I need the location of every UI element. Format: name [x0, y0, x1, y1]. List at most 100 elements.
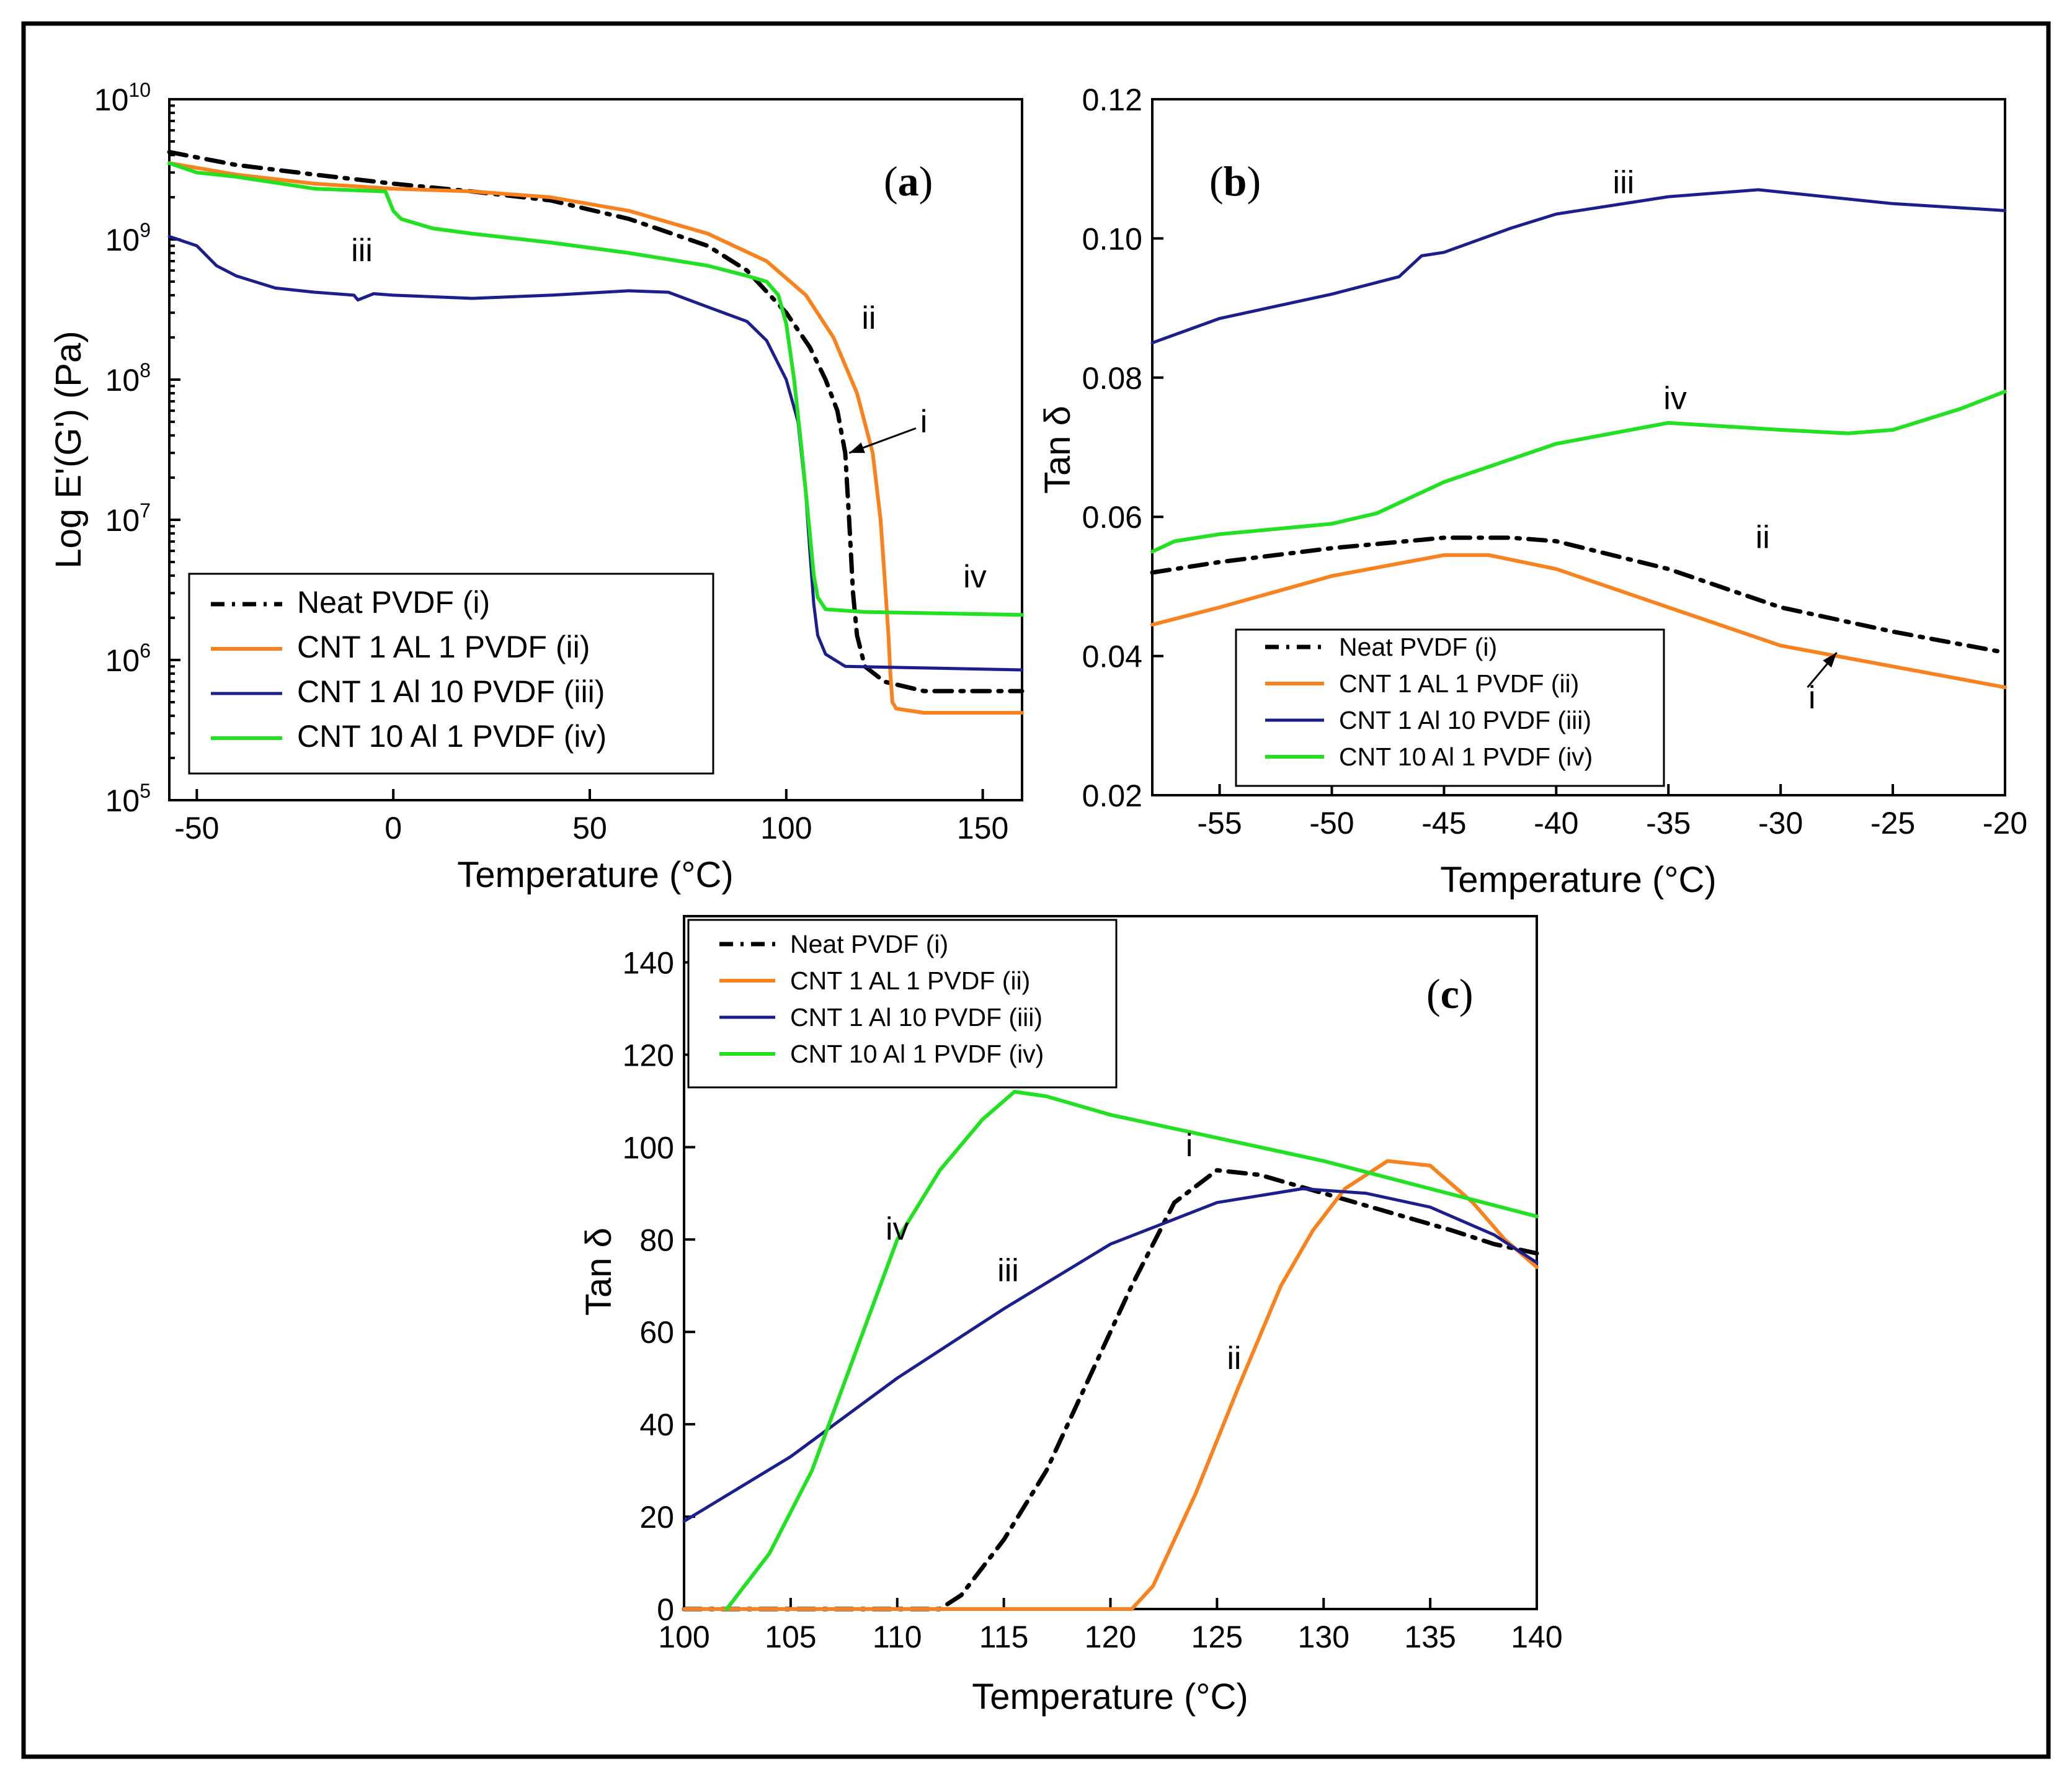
series-group-c	[682, 1090, 1539, 1612]
y-tick-label: 106	[105, 640, 151, 678]
legend-label: CNT 1 Al 10 PVDF (iii)	[1339, 706, 1591, 734]
series-line-cnt1al1	[167, 161, 1024, 715]
legend-label: Neat PVDF (i)	[790, 930, 948, 958]
legend-label: CNT 10 Al 1 PVDF (iv)	[790, 1040, 1044, 1068]
curve-label: ii	[1756, 520, 1770, 556]
x-tick-label: 110	[873, 1620, 922, 1654]
x-tick-label: -45	[1421, 806, 1466, 840]
series-line-cnt1al1	[682, 1159, 1539, 1611]
curve-label: iii	[351, 233, 373, 269]
y-tick-label: 100	[623, 1130, 674, 1165]
y-tick-label: 0.10	[1082, 221, 1142, 256]
curve-label: iii	[997, 1252, 1019, 1288]
series-line-cnt10al1	[167, 161, 1024, 617]
x-tick-label: -35	[1646, 806, 1691, 840]
legend-entries-b: Neat PVDF (i) CNT 1 AL 1 PVDF (ii) CNT 1 A…	[1265, 633, 1593, 771]
plot-frame-b	[1151, 98, 2006, 796]
axes-a: -50 0 50 100 150 105 106 107 108 109 1010	[94, 79, 1009, 845]
x-tick-label: 105	[765, 1620, 816, 1654]
series-line-neat	[167, 149, 1025, 693]
curve-label: iv	[963, 559, 987, 595]
panel-label-b: (b)	[1209, 158, 1261, 205]
curve-label: iv	[886, 1211, 909, 1247]
curve-label: i	[920, 404, 928, 440]
x-tick-label: 100	[760, 811, 812, 845]
x-axis-label-a: Temperature (°C)	[457, 855, 733, 895]
x-tick-label: 150	[957, 811, 1008, 845]
y-tick-label: 0.02	[1082, 778, 1142, 813]
x-axis-label-c: Temperature (°C)	[972, 1677, 1248, 1717]
figure-border	[21, 21, 2051, 1759]
y-tick-label: 108	[105, 359, 151, 398]
y-tick-label: 1010	[94, 79, 151, 117]
curve-label: ii	[1227, 1340, 1241, 1376]
curve-label: ii	[861, 300, 876, 336]
arrow-head	[1823, 652, 1837, 668]
y-axis-label-c: Tan δ	[579, 1228, 619, 1316]
x-tick-label: 140	[1511, 1620, 1562, 1654]
y-tick-label: 20	[639, 1500, 674, 1535]
x-tick-label: 130	[1298, 1620, 1349, 1654]
y-tick-label: 109	[105, 219, 151, 257]
series-line-cnt10al1	[724, 1090, 1539, 1611]
x-tick-label: -30	[1758, 806, 1803, 840]
axes-b: -55 -50 -45 -40 -35 -30 -25 -20 0.02 0.04 0.06 0.08…	[1082, 82, 2027, 840]
series-line-neat	[1150, 535, 2008, 655]
arrow-head	[849, 442, 865, 453]
y-tick-label: 120	[623, 1038, 674, 1072]
curve-label: i	[1808, 680, 1816, 716]
legend-c	[687, 919, 1118, 1089]
x-tick-label: 0	[385, 811, 402, 845]
curve-label: iii	[1613, 164, 1635, 200]
x-tick-label: 50	[572, 811, 607, 845]
x-tick-label: 120	[1085, 1620, 1136, 1654]
x-tick-label: -25	[1870, 806, 1915, 840]
legend-label: CNT 1 AL 1 PVDF (ii)	[297, 630, 590, 664]
y-tick-label: 80	[639, 1223, 674, 1257]
series-line-cnt1al10	[682, 1187, 1539, 1523]
x-tick-label: 125	[1191, 1620, 1243, 1654]
legend-a	[188, 573, 714, 775]
x-tick-label: -50	[174, 811, 219, 845]
series-line-neat	[682, 1168, 1539, 1612]
x-tick-label: 100	[658, 1620, 709, 1654]
y-tick-label: 107	[105, 499, 151, 538]
y-tick-label: 0.06	[1082, 500, 1142, 535]
legend-label: CNT 1 AL 1 PVDF (ii)	[1339, 669, 1579, 698]
axes-c: 100 105 110 115 120 125 130 135 140 0 20 40 60 80 100 1…	[623, 945, 1563, 1654]
legend-entries-a: Neat PVDF (i) CNT 1 AL 1 PVDF (ii) CNT 1 A…	[211, 585, 607, 754]
x-tick-label: 135	[1404, 1620, 1456, 1654]
y-tick-label: 0.04	[1082, 640, 1142, 674]
legend-label: CNT 1 AL 1 PVDF (ii)	[790, 966, 1030, 995]
series-line-cnt1al10	[167, 234, 1024, 672]
x-tick-label: -20	[1983, 806, 2027, 840]
curve-label: i	[1186, 1128, 1193, 1164]
y-tick-label: 40	[639, 1407, 674, 1442]
y-tick-label: 105	[105, 780, 151, 818]
y-tick-label: 140	[623, 945, 674, 980]
legend-label: CNT 1 Al 10 PVDF (iii)	[297, 674, 605, 709]
x-tick-label: -40	[1534, 806, 1578, 840]
y-axis-label-b: Tan δ	[1038, 406, 1078, 494]
series-group-a	[167, 149, 1025, 715]
panel-label-a: (a)	[884, 158, 933, 205]
legend-label: CNT 1 Al 10 PVDF (iii)	[790, 1003, 1043, 1032]
y-axis-label-a: Log E'(G') (Pa)	[48, 331, 89, 568]
series-group-b	[1150, 188, 2008, 690]
x-tick-label: 115	[979, 1620, 1029, 1654]
y-tick-label: 0.08	[1082, 361, 1142, 396]
curve-label: iv	[1663, 380, 1687, 416]
panel-label-c: (c)	[1426, 970, 1474, 1017]
legend-entries-c: Neat PVDF (i) CNT 1 AL 1 PVDF (ii) CNT 1 A…	[719, 930, 1044, 1068]
x-tick-label: -55	[1197, 806, 1242, 840]
panel-b: -55 -50 -45 -40 -35 -30 -25 -20 0.02 0.04 0.06 0.08…	[1038, 82, 2027, 900]
legend-label: CNT 10 Al 1 PVDF (iv)	[1339, 742, 1593, 771]
legend-label: Neat PVDF (i)	[1339, 633, 1497, 661]
series-line-cnt1al10	[1150, 188, 2007, 345]
legend-label: Neat PVDF (i)	[297, 585, 490, 620]
